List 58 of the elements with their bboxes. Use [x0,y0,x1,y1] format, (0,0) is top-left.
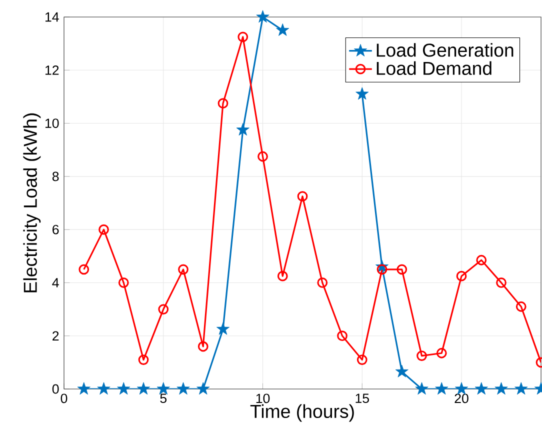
point [256,10,270,23]
point [396,264,408,275]
point [416,350,427,361]
point [258,151,268,162]
x-axis-title: Time (hours) [250,404,354,422]
point [476,254,487,266]
point [238,32,248,42]
point [376,264,388,275]
legend-label: Load Generation [376,43,514,57]
point [356,354,368,365]
point [277,270,288,282]
x-tick-label: 20 [454,394,468,404]
point [118,278,129,288]
point [98,224,109,235]
point [395,364,408,378]
point [337,330,348,342]
point [178,264,188,275]
point [136,382,150,395]
point [297,191,308,202]
y-tick-label: 12 [45,65,59,75]
point [276,23,290,36]
point [97,382,110,395]
point [436,348,447,358]
point [77,382,90,395]
point [516,301,526,312]
point [474,382,488,395]
y-tick-label: 0 [52,384,59,394]
y-tick-label: 6 [52,224,59,234]
point [317,278,328,288]
x-tick-label: 5 [160,394,167,404]
point [196,382,210,395]
y-tick-label: 4 [52,278,59,288]
point [117,382,130,395]
point [494,382,508,395]
x-tick-label: 15 [356,394,369,404]
y-tick-label: 8 [52,172,59,182]
x-tick-label: 10 [256,394,270,404]
y-tick-label: 14 [45,12,59,22]
legend-label: Load Demand [376,61,492,75]
point [435,382,448,395]
point [236,123,250,136]
point [216,322,230,335]
point [356,87,369,100]
y-tick-label: 10 [45,118,59,128]
point [218,98,228,109]
point [78,264,90,275]
point [198,341,208,352]
point [138,354,149,365]
point [456,270,467,282]
point [156,382,170,395]
point [514,382,528,395]
y-tick-label: 2 [52,331,59,341]
point [496,278,506,288]
point [415,382,428,395]
x-tick-label: 0 [60,394,68,404]
point [176,382,190,395]
point [158,304,169,314]
y-axis-title: Electricity Load (kWh) [23,113,41,292]
